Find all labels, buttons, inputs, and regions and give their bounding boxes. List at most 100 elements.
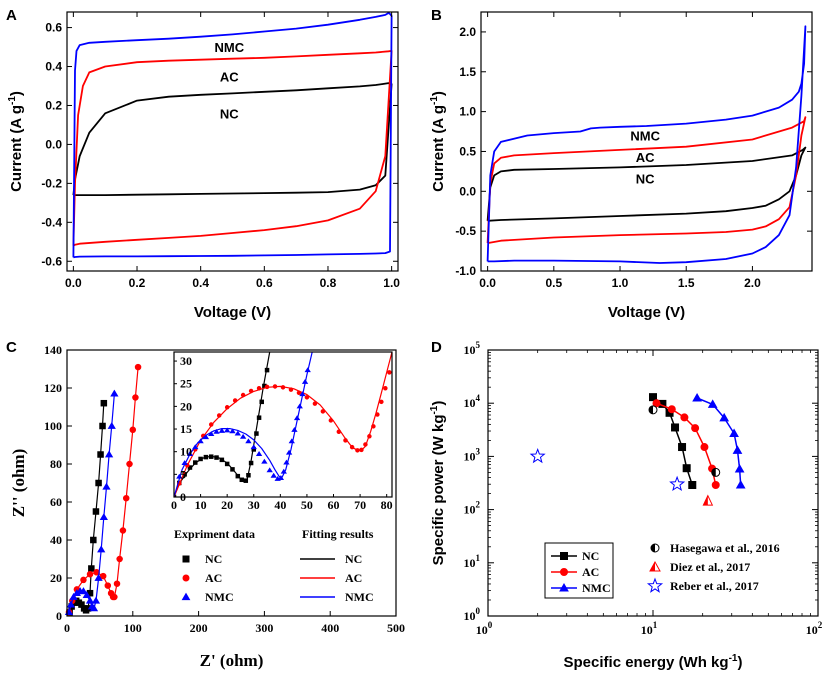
inset-data-point-ac [349,444,355,450]
data-point-nc [90,536,97,544]
reference-legend: Hasegawa et al., 2016 Diez et al., 2017 Re… [646,541,780,593]
inset-data-point-nc [246,473,251,478]
data-point-ac [711,481,720,490]
y-tick-label: -1.0 [455,264,476,278]
data-point-nc [99,422,106,430]
inset-y-tick-label: 25 [180,377,192,391]
data-point-ac [691,424,700,433]
x-tick-label: 300 [255,621,273,635]
y-tick-label: 120 [44,381,62,395]
data-point-nmc [735,480,746,489]
inset-data-point-nmc [296,403,303,409]
data-point-nmc [97,545,106,553]
x-tick-label: 0.6 [256,276,273,290]
plot-frame-d [487,349,819,617]
inset-data-point-nmc [250,444,257,450]
y-axis-label: Z'' (ohm) [9,449,28,517]
y-tick-label: 101 [464,553,481,570]
inset-data-point-ac [296,390,302,396]
inset-data-point-ac [208,422,214,427]
inset-x-tick-label: 80 [381,498,393,512]
series-line-ac [486,116,807,244]
legend-marker-nc [182,555,190,563]
data-point-nmc [734,463,745,473]
inset-data-point-nmc [301,378,309,384]
data-point-nc [682,464,691,473]
series-annotation-nmc: NMC [215,40,245,55]
y-tick-label: 104 [464,393,481,410]
data-point-nmc [79,587,88,595]
data-point-nmc [89,604,99,612]
inset-x-tick-label: 60 [328,498,340,512]
inset-data-point-ac [224,405,230,410]
series-annotation-ac: AC [220,69,239,84]
inset-data-point-nmc [266,467,273,473]
inset-data-point-nmc [288,438,295,444]
y-tick-label: 1.5 [459,65,476,79]
data-point-nmc [82,590,91,598]
x-tick-label: 1.0 [383,276,400,290]
inset-data-point-nmc [192,444,199,450]
panel-label-c: C [6,339,17,356]
y-tick-label: 0.0 [459,184,476,198]
legend-marker-nmc [559,583,569,592]
inset-data-point-nmc [291,427,298,432]
data-point-ac [113,580,121,587]
x-axis-label: Voltage (V) [608,304,685,321]
legend-fit-label-nmc: NMC [345,590,374,604]
reference-legend-label: Diez et al., 2017 [670,560,750,574]
data-point-ac [652,399,661,408]
inset-x-tick-label: 10 [195,498,207,512]
y-tick-label: 103 [464,446,481,463]
inset-data-point-nmc [218,427,226,433]
data-point-nmc [692,393,702,402]
inset-data-point-nc [235,473,241,479]
reference-legend-marker-diez-fill [650,562,655,571]
data-point-ac [700,443,709,452]
data-point-nmc [732,445,743,454]
x-tick-label: 0.0 [479,276,496,290]
series-annotation-nc: NC [220,106,239,121]
data-point-ac [116,555,123,563]
legend-title-data: Expriment data [174,527,255,541]
panel-label-d: D [431,339,442,356]
fit-line-nmc [68,393,115,613]
inset-data-point-ac [363,442,368,447]
inset-data-point-nmc [213,428,220,434]
legend-marker-nmc [181,592,191,601]
inset-data-point-ac [312,401,318,406]
y-tick-label: 100 [44,419,62,433]
inset-data-point-nc [243,478,249,483]
inset-data-point-ac [280,385,286,390]
data-point-nc [92,508,100,515]
data-point-nmc [719,412,730,422]
panel-label-a: A [6,7,17,24]
y-tick-label: -0.4 [41,215,62,229]
inset-x-tick-label: 70 [354,498,366,512]
data-point-ac [667,405,676,414]
inset-data-point-nc [224,461,230,467]
legend: Expriment data Fitting results NC NC AC AC NMC… [174,527,374,604]
panel-d: D 100 101 102 100 101 102 103 104 105 Specific ene… [429,339,823,671]
data-point-ac [132,394,139,401]
data-point-ac [134,363,142,371]
x-tick-label: 200 [190,621,208,635]
data-point-ac [122,494,130,502]
inset-data-point-ac [355,448,360,453]
series-line-nmc [72,12,393,259]
inset-data-point-nmc [186,451,194,456]
inset-data-point-nc [198,456,203,462]
inset-data-point-nmc [293,415,301,421]
inset-data-point-ac [371,424,376,429]
legend-label-nc: NC [205,552,222,566]
x-tick-label: 2.0 [744,276,761,290]
legend-marker-ac [560,568,568,576]
reference-marker-reber [529,447,546,464]
data-point-nmc [99,513,108,521]
legend-label-ac: AC [582,565,599,579]
legend-fit-label-nc: NC [345,552,362,566]
y-tick-label: -0.5 [455,224,476,238]
x-axis-label: Voltage (V) [194,304,271,321]
inset-data-point-nmc [283,459,290,465]
inset-data-point-nmc [229,428,236,434]
